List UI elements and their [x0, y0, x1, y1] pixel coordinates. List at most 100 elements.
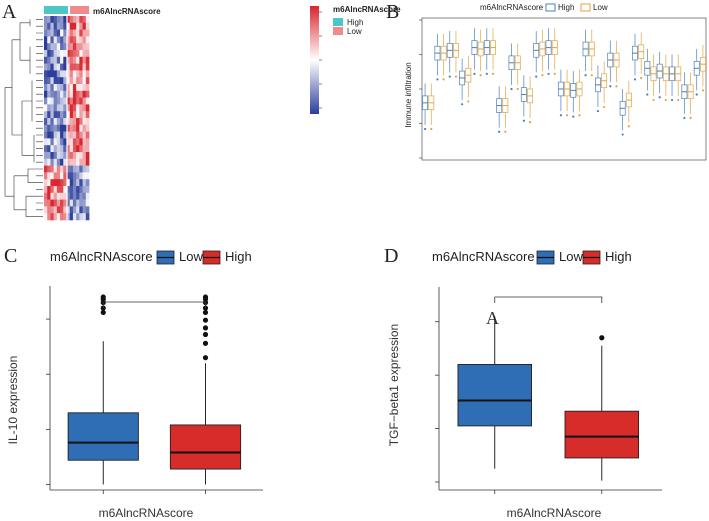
heatmap-cell [72, 111, 77, 119]
heatmap-cell [60, 70, 64, 78]
heatmap-cell [79, 29, 83, 37]
heatmap-cell [56, 22, 61, 30]
panel-c-outlier [202, 325, 209, 331]
heatmap-cell [47, 172, 51, 180]
heatmap-cell [76, 29, 80, 37]
heatmap-cell [53, 165, 58, 173]
heatmap-cell [47, 77, 51, 85]
heatmap-cell [85, 22, 90, 30]
heatmap-cell [53, 172, 58, 180]
heatmap-cell [85, 179, 90, 187]
heatmap-cell [63, 84, 67, 92]
heatmap-cell [56, 56, 61, 64]
heatmap-cell [79, 36, 83, 44]
heatmap-cell [66, 43, 71, 51]
heatmap-cell [60, 111, 64, 119]
heatmap-cell [44, 138, 48, 146]
heatmap-cell [60, 124, 64, 132]
panel-b-outlier-low [664, 98, 667, 102]
heatmap-cell [60, 104, 64, 112]
panel-b-outlier-high [670, 98, 674, 102]
heatmap-cell [44, 77, 48, 85]
panel-d-legend-low-label: Low [559, 249, 583, 264]
heatmap-cell [53, 206, 58, 214]
heatmap-cell [82, 138, 87, 146]
heatmap-cell [79, 104, 83, 112]
heatmap-cell [69, 36, 74, 44]
heatmap-cell [44, 145, 48, 153]
heatmap-cell [69, 70, 74, 78]
heatmap-cell [66, 16, 71, 24]
heatmap-cell [66, 138, 71, 146]
heatmap-cell [72, 131, 77, 139]
heatmap-cell [82, 158, 87, 166]
heatmap-cell [50, 16, 55, 24]
heatmap-cell [60, 165, 64, 173]
heatmap-cell [63, 192, 67, 200]
heatmap-cell [53, 179, 58, 187]
heatmap-cell [79, 186, 83, 194]
heatmap-cell [56, 16, 61, 24]
heatmap-cell [85, 50, 90, 58]
heatmap-cell [79, 199, 83, 207]
heatmap-cell [69, 124, 74, 132]
heatmap-cell [50, 104, 55, 112]
heatmap-cell [82, 16, 87, 24]
heatmap-cell [50, 172, 55, 180]
panel-b-label: B [386, 1, 399, 23]
heatmap-cell [82, 84, 87, 92]
heatmap-cell [47, 84, 51, 92]
heatmap-cell [47, 97, 51, 105]
panel-c-legend-title: m6AlncRNAscore [50, 249, 153, 264]
heatmap-cell [66, 104, 71, 112]
panel-b-legend-high-swatch [545, 3, 556, 12]
panel-b-ylabel: Immune infiltration [404, 62, 413, 127]
heatmap-cell [53, 199, 58, 207]
panel-b-outlier-low [701, 89, 705, 92]
panel-d-ylabel: TGF−beta1 expression [387, 324, 401, 446]
panel-c-ylabel: IL-10 expression [6, 356, 20, 445]
heatmap-cell [60, 77, 64, 85]
panel-b-outlier-high [596, 109, 600, 113]
heatmap-cell [82, 50, 87, 58]
heatmap-cell [72, 29, 77, 37]
heatmap-cell [60, 179, 64, 187]
heatmap-cell [53, 70, 58, 78]
annotation-legend-high-label: High [347, 18, 363, 27]
panel-b-outlier-high [498, 130, 501, 133]
heatmap-cell [66, 77, 71, 85]
heatmap-cell [66, 152, 71, 160]
heatmap-cell [56, 43, 61, 51]
heatmap-cell [63, 165, 67, 173]
heatmap-cell [50, 77, 55, 85]
heatmap-cell [44, 90, 48, 98]
panel-b-outlier-high [559, 114, 563, 117]
heatmap-cell [47, 165, 51, 173]
heatmap-cell [85, 90, 90, 98]
heatmap-cell [60, 158, 64, 166]
heatmap-cell [50, 158, 55, 166]
heatmap-cell [76, 131, 80, 139]
panel-c-legend-high-label: High [225, 249, 252, 264]
heatmap-cell [60, 36, 64, 44]
heatmap-cell [82, 179, 87, 187]
heatmap-cell [60, 138, 64, 146]
heatmap-cell [53, 192, 58, 200]
panel-d-annotation: A [486, 308, 499, 328]
panel-b-legend-high-label: High [558, 3, 574, 12]
heatmap-cell [53, 104, 58, 112]
heatmap-cell [47, 186, 51, 194]
panel-d-tgfb1-boxplot: D m6AlncRNAscore Low High TGF−beta1 expr… [384, 245, 662, 520]
heatmap-cell [56, 104, 61, 112]
panel-b-outlier-low [504, 130, 507, 133]
heatmap-cell [72, 152, 77, 160]
heatmap-cell [79, 131, 83, 139]
heatmap-cell [63, 131, 67, 139]
heatmap-cell [60, 213, 64, 221]
heatmap-cell [76, 172, 80, 180]
panel-c-outlier [202, 340, 209, 346]
panel-d-box-high [564, 410, 640, 459]
panel-b-outlier-low [615, 85, 618, 88]
heatmap-cell [76, 186, 80, 194]
panel-b-outlier-high [621, 133, 624, 136]
